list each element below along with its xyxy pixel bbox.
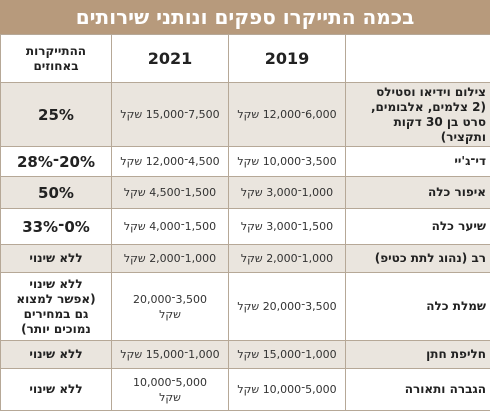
row-pct-change: ללא שינוי [0,368,112,411]
row-item-label: די־ג'יי [345,146,490,177]
row-item-label: חליפת חתן [345,340,490,369]
row-item-label: הגברה ותאורה [345,368,490,411]
row-pct-change: 50% [0,176,112,209]
row-price-2019: 1,500־3,000 שקל [228,208,346,245]
header-year-2021: 2021 [111,34,229,83]
table-row: הגברה ותאורה 5,000־10,000 שקל 5,000־10,0… [0,368,490,411]
row-pct-change: 0%־33% [0,208,112,245]
row-price-2019: 5,000־10,000 שקל [228,368,346,411]
row-pct-change: 25% [0,82,112,147]
header-year-2019: 2019 [228,34,346,83]
row-item-label: רב (נהוג לתת כטיפ) [345,244,490,273]
row-item-label: שיער כלה [345,208,490,245]
row-price-2019: 3,500־20,000 שקל [228,272,346,341]
row-pct-change: ללא שינוי [0,244,112,273]
row-price-2021: 3,500־20,000 שקל [111,272,229,341]
row-item-label: איפור כלה [345,176,490,209]
price-comparison-table: 2019 2021 ההתייקרות באחוזים צילום וידיאו… [0,34,490,411]
table-row: צילום וידיאו וסטילס (2 צלמים, אלבומים, ס… [0,82,490,147]
row-price-2021: 1,000־15,000 שקל [111,340,229,369]
row-price-2019: 6,000־12,000 שקל [228,82,346,147]
header-row: 2019 2021 ההתייקרות באחוזים [0,34,490,83]
table-row: רב (נהוג לתת כטיפ) 1,000־2,000 שקל 1,000… [0,244,490,273]
row-price-2021: 1,500־4,000 שקל [111,208,229,245]
table-row: שמלת כלה 3,500־20,000 שקל 3,500־20,000 ש… [0,272,490,341]
row-item-label: צילום וידיאו וסטילס (2 צלמים, אלבומים, ס… [345,82,490,147]
row-item-label: שמלת כלה [345,272,490,341]
table-title: בכמה התייקרו ספקים ונותני שירותים [0,0,490,34]
row-pct-change: 20%־28% [0,146,112,177]
row-price-2019: 1,000־3,000 שקל [228,176,346,209]
row-price-2021: 1,500־4,500 שקל [111,176,229,209]
header-item [345,34,490,83]
table-row: שיער כלה 1,500־3,000 שקל 1,500־4,000 שקל… [0,208,490,245]
row-price-2019: 1,000־2,000 שקל [228,244,346,273]
table-row: די־ג'יי 3,500־10,000 שקל 4,500־12,000 שק… [0,146,490,177]
row-pct-change: ללא שינוי [0,340,112,369]
table-row: איפור כלה 1,000־3,000 שקל 1,500־4,500 שק… [0,176,490,209]
row-price-2019: 1,000־15,000 שקל [228,340,346,369]
row-price-2021: 4,500־12,000 שקל [111,146,229,177]
table-row: חליפת חתן 1,000־15,000 שקל 1,000־15,000 … [0,340,490,369]
header-pct-change: ההתייקרות באחוזים [0,34,112,83]
row-price-2021: 7,500־15,000 שקל [111,82,229,147]
row-pct-change: ללא שינוי (אפשר למצוא גם במחירים נמוכים … [0,272,112,341]
row-price-2019: 3,500־10,000 שקל [228,146,346,177]
row-price-2021: 5,000־10,000 שקל [111,368,229,411]
row-price-2021: 1,000־2,000 שקל [111,244,229,273]
